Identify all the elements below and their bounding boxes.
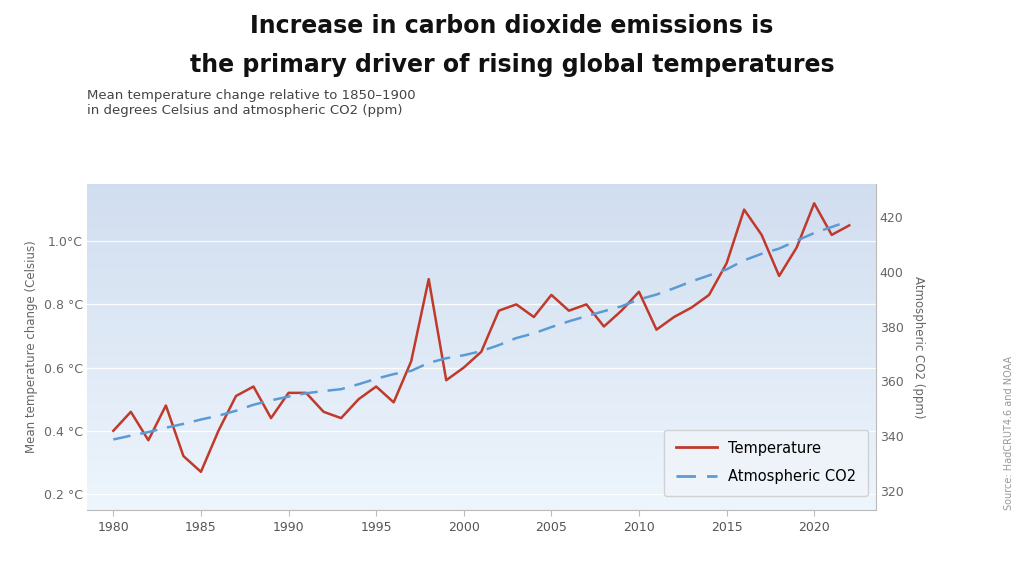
- Text: Source: HadCRUT4.6 and NOAA: Source: HadCRUT4.6 and NOAA: [1004, 355, 1014, 510]
- Y-axis label: Mean temperature change (Celsius): Mean temperature change (Celsius): [26, 241, 38, 453]
- Text: Mean temperature change relative to 1850–1900
in degrees Celsius and atmospheric: Mean temperature change relative to 1850…: [87, 89, 416, 118]
- Text: the primary driver of rising global temperatures: the primary driver of rising global temp…: [189, 53, 835, 77]
- Legend: Temperature, Atmospheric CO2: Temperature, Atmospheric CO2: [665, 430, 868, 496]
- Y-axis label: Atmospheric CO2 (ppm): Atmospheric CO2 (ppm): [912, 276, 925, 418]
- Text: Increase in carbon dioxide emissions is: Increase in carbon dioxide emissions is: [250, 14, 774, 39]
